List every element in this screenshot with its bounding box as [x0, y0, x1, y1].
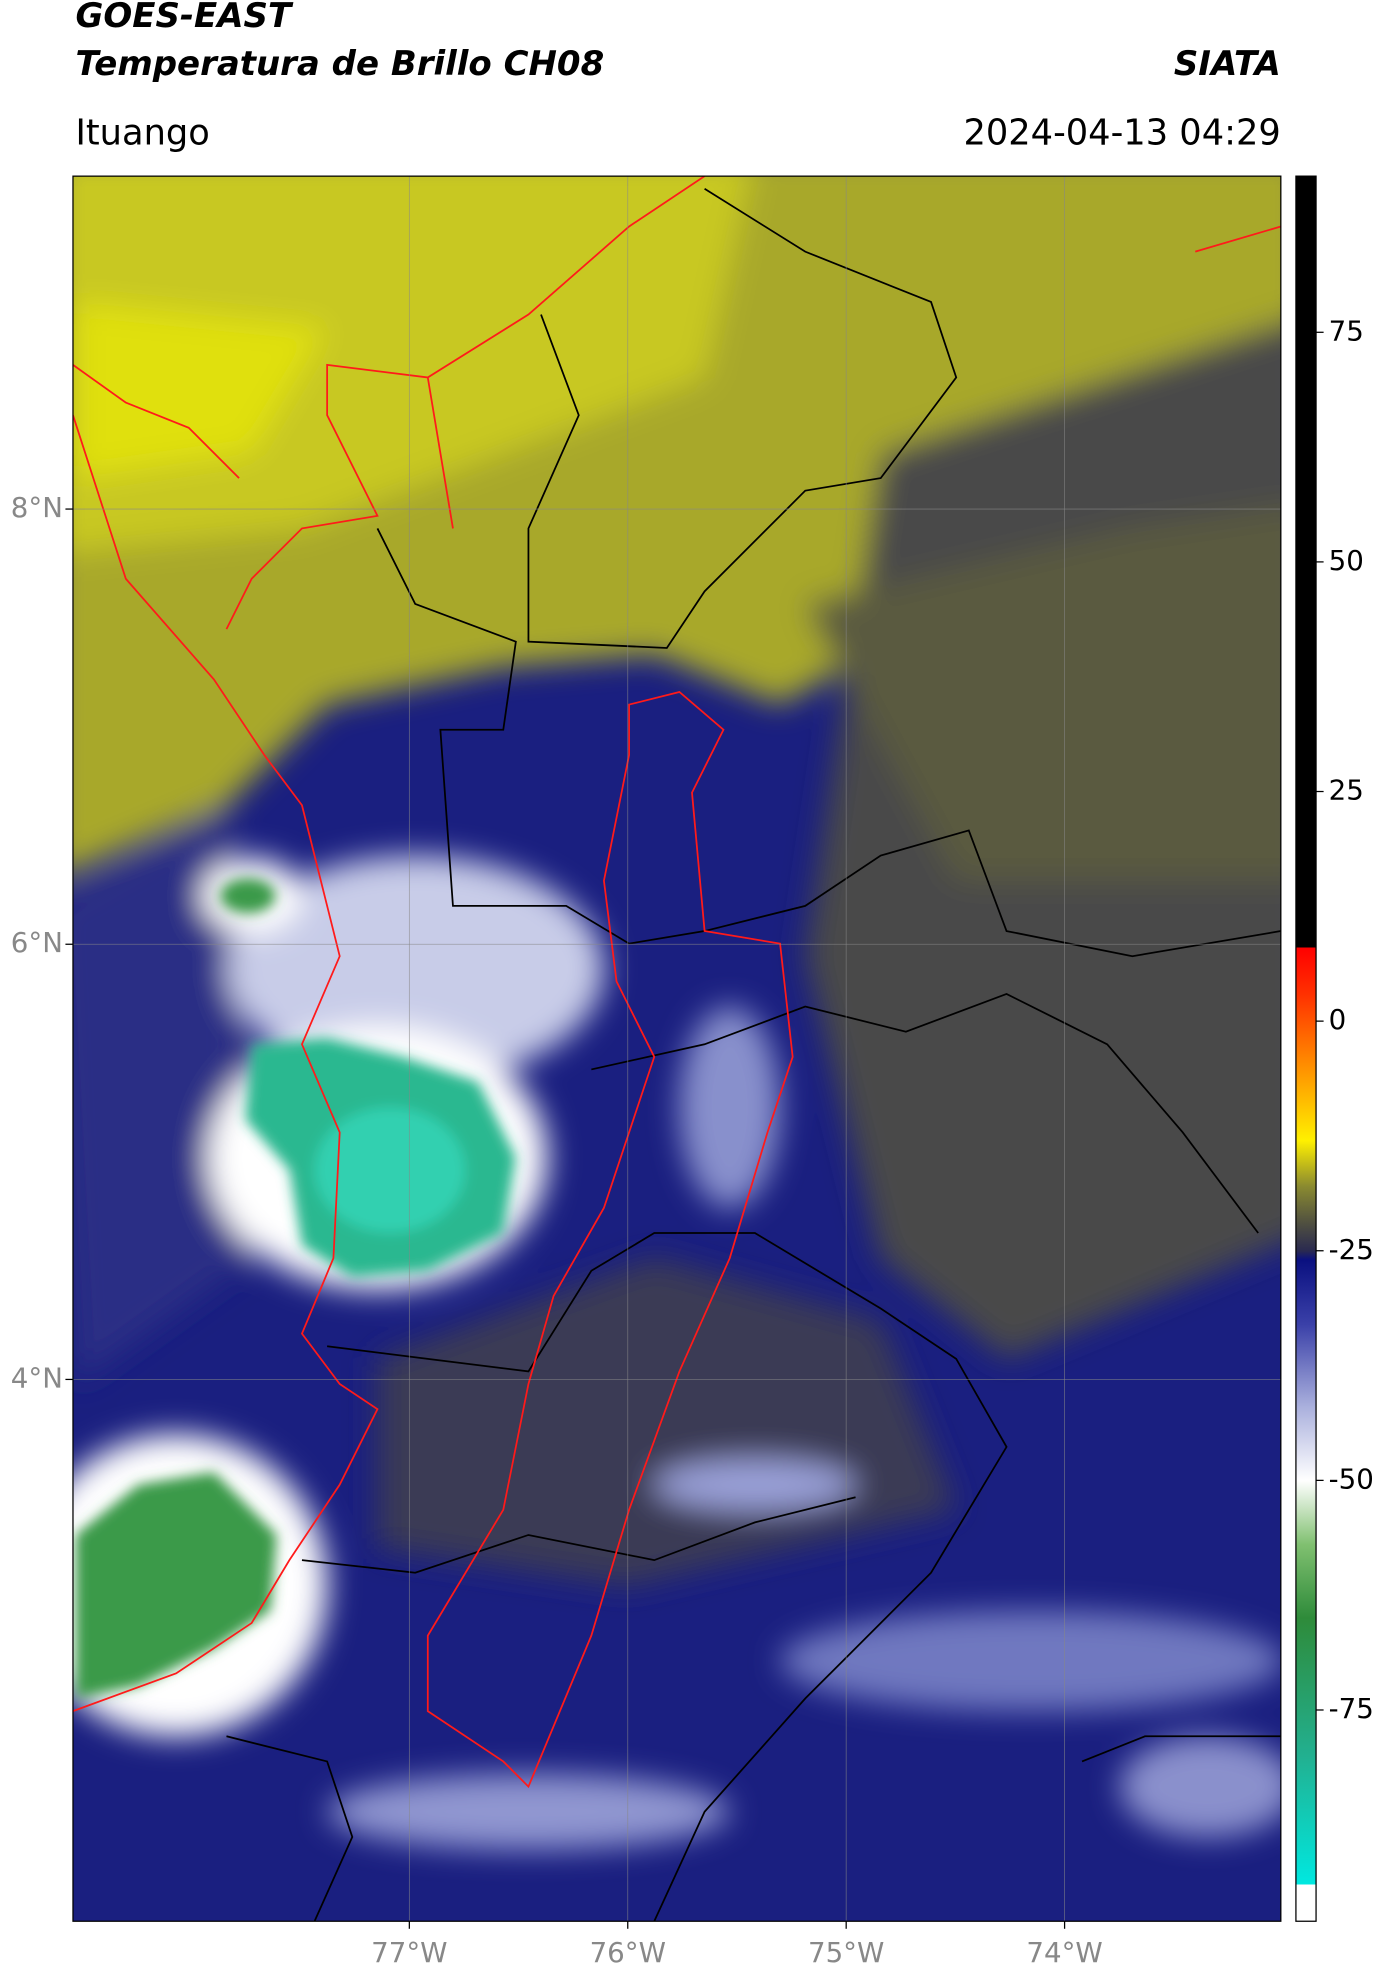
x-tick-label: 76°W [590, 1936, 666, 1969]
colorbar-tick-label: 25 [1329, 774, 1364, 807]
graticule [72, 176, 1281, 1922]
satellite-image [72, 176, 1281, 1922]
colorbar-tick-label: -50 [1329, 1462, 1374, 1495]
admin-borders [226, 187, 1281, 1922]
colorbar-tick-label: 50 [1329, 544, 1364, 577]
colorbar-fill [1295, 175, 1317, 1922]
x-tick-label: 75°W [808, 1936, 884, 1969]
colorbar-tick-label: -25 [1329, 1233, 1374, 1266]
y-tick-label: 8°N [11, 491, 63, 524]
cold-tops [75, 878, 516, 1699]
location: Ituango [75, 113, 209, 154]
title: GOES-EAST [75, 0, 293, 36]
colorbar-tick-label: 75 [1329, 314, 1364, 347]
map-frame [72, 175, 1282, 1922]
y-tick-label: 4°N [11, 1361, 63, 1394]
map-ticks: 77°W 76°W 75°W 74°W 8°N 6°N 4°N [11, 491, 1103, 1969]
y-tick-label: 6°N [11, 926, 63, 959]
cloud-field [72, 176, 1281, 1850]
colorbar: 75 50 25 0 -25 -50 -75 [1295, 175, 1374, 1922]
x-tick-label: 77°W [371, 1936, 447, 1969]
x-tick-label: 74°W [1026, 1936, 1102, 1969]
colorbar-tick-label: 0 [1329, 1003, 1347, 1036]
colorbar-tick-label: -75 [1329, 1692, 1374, 1725]
datetime: 2024-04-13 04:29 [963, 113, 1280, 154]
subtitle: Temperatura de Brillo CH08 [75, 44, 604, 84]
coastline [72, 176, 1281, 1789]
organization: SIATA [1174, 44, 1281, 84]
